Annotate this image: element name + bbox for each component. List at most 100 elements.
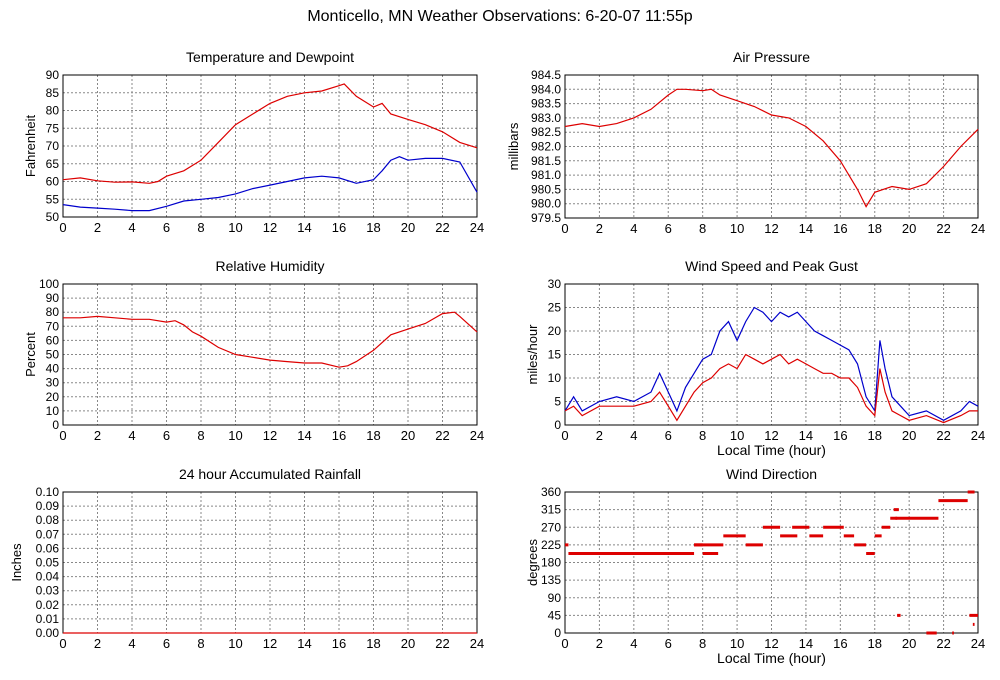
y-tick-label: 90 bbox=[46, 68, 60, 82]
y-tick-label: 65 bbox=[46, 157, 60, 171]
x-tick-label: 4 bbox=[128, 428, 135, 443]
x-tick-label: 4 bbox=[128, 220, 135, 235]
y-tick-label: 0.00 bbox=[36, 626, 60, 640]
x-tick-label: 0 bbox=[59, 428, 66, 443]
x-tick-label: 4 bbox=[630, 636, 637, 651]
x-tick-label: 12 bbox=[764, 428, 778, 443]
y-tick-label: 982.0 bbox=[531, 140, 561, 154]
x-tick-label: 2 bbox=[94, 636, 101, 651]
x-tick-label: 18 bbox=[868, 428, 882, 443]
x-axis-label: Local Time (hour) bbox=[717, 650, 826, 666]
y-tick-label: 0.07 bbox=[36, 527, 60, 541]
x-tick-label: 20 bbox=[902, 428, 916, 443]
x-tick-label: 20 bbox=[401, 428, 415, 443]
y-tick-label: 15 bbox=[548, 348, 562, 362]
x-tick-label: 10 bbox=[228, 636, 242, 651]
x-tick-label: 12 bbox=[263, 636, 277, 651]
y-tick-label: 360 bbox=[541, 485, 561, 499]
y-tick-label: 0 bbox=[554, 626, 561, 640]
x-tick-label: 10 bbox=[730, 636, 744, 651]
y-axis-label: Inches bbox=[9, 543, 24, 582]
x-tick-label: 10 bbox=[730, 428, 744, 443]
x-tick-label: 4 bbox=[630, 221, 637, 236]
x-tick-label: 10 bbox=[228, 220, 242, 235]
x-tick-label: 22 bbox=[435, 636, 449, 651]
y-tick-label: 90 bbox=[46, 291, 60, 305]
y-tick-label: 50 bbox=[46, 210, 60, 224]
x-tick-label: 20 bbox=[401, 220, 415, 235]
x-tick-label: 24 bbox=[470, 220, 484, 235]
y-tick-label: 0.10 bbox=[36, 485, 60, 499]
x-tick-label: 2 bbox=[94, 428, 101, 443]
chart-title: Air Pressure bbox=[733, 49, 810, 65]
x-tick-label: 2 bbox=[94, 220, 101, 235]
y-tick-label: 80 bbox=[46, 305, 60, 319]
x-tick-label: 8 bbox=[699, 636, 706, 651]
x-tick-label: 8 bbox=[699, 428, 706, 443]
chart-title: Relative Humidity bbox=[216, 258, 325, 274]
x-tick-label: 4 bbox=[630, 428, 637, 443]
y-tick-label: 10 bbox=[548, 371, 562, 385]
y-tick-label: 984.0 bbox=[531, 82, 561, 96]
y-tick-label: 270 bbox=[541, 520, 561, 534]
y-tick-label: 20 bbox=[46, 390, 60, 404]
x-tick-label: 18 bbox=[868, 636, 882, 651]
y-axis-label: Fahrenheit bbox=[23, 115, 38, 178]
x-tick-label: 24 bbox=[470, 636, 484, 651]
y-tick-label: 90 bbox=[548, 591, 562, 605]
plot-frame bbox=[62, 283, 478, 426]
x-tick-label: 14 bbox=[799, 636, 813, 651]
x-tick-label: 6 bbox=[163, 636, 170, 651]
y-tick-label: 0.06 bbox=[36, 541, 60, 555]
x-tick-label: 8 bbox=[197, 636, 204, 651]
y-tick-label: 80 bbox=[46, 104, 60, 118]
y-tick-label: 981.0 bbox=[531, 168, 561, 182]
y-tick-label: 983.5 bbox=[531, 97, 561, 111]
y-tick-label: 0.09 bbox=[36, 499, 60, 513]
chart-title: Temperature and Dewpoint bbox=[186, 49, 354, 65]
x-tick-label: 2 bbox=[596, 636, 603, 651]
x-tick-label: 22 bbox=[435, 428, 449, 443]
x-tick-label: 6 bbox=[665, 636, 672, 651]
x-tick-label: 0 bbox=[59, 220, 66, 235]
page-title: Monticello, MN Weather Observations: 6-2… bbox=[307, 8, 693, 25]
x-tick-label: 16 bbox=[332, 636, 346, 651]
y-tick-label: 50 bbox=[46, 348, 60, 362]
series-line-red bbox=[62, 83, 478, 184]
y-tick-label: 0.02 bbox=[36, 598, 60, 612]
chart-title: Wind Direction bbox=[726, 466, 817, 482]
x-tick-label: 16 bbox=[833, 221, 847, 236]
x-tick-label: 24 bbox=[470, 428, 484, 443]
x-tick-label: 24 bbox=[971, 221, 985, 236]
y-tick-label: 25 bbox=[548, 301, 562, 315]
y-tick-label: 983.0 bbox=[531, 111, 561, 125]
y-tick-label: 0.01 bbox=[36, 612, 60, 626]
x-tick-label: 6 bbox=[665, 221, 672, 236]
x-tick-label: 22 bbox=[936, 221, 950, 236]
y-tick-label: 982.5 bbox=[531, 125, 561, 139]
series-line-blue bbox=[62, 156, 478, 212]
x-tick-label: 10 bbox=[228, 428, 242, 443]
x-tick-label: 6 bbox=[665, 428, 672, 443]
x-axis-label: Local Time (hour) bbox=[717, 442, 826, 458]
x-tick-label: 8 bbox=[197, 220, 204, 235]
y-tick-label: 60 bbox=[46, 333, 60, 347]
x-tick-label: 20 bbox=[401, 636, 415, 651]
y-tick-label: 100 bbox=[39, 277, 59, 291]
y-tick-label: 45 bbox=[548, 608, 562, 622]
y-tick-label: 0.08 bbox=[36, 513, 60, 527]
y-tick-label: 30 bbox=[548, 277, 562, 291]
y-tick-label: 0 bbox=[52, 418, 59, 432]
x-tick-label: 12 bbox=[263, 220, 277, 235]
series-line-blue bbox=[564, 306, 979, 421]
x-tick-label: 4 bbox=[128, 636, 135, 651]
y-tick-label: 980.0 bbox=[531, 197, 561, 211]
y-tick-label: 980.5 bbox=[531, 182, 561, 196]
plot-frame bbox=[564, 283, 979, 426]
x-tick-label: 16 bbox=[332, 220, 346, 235]
